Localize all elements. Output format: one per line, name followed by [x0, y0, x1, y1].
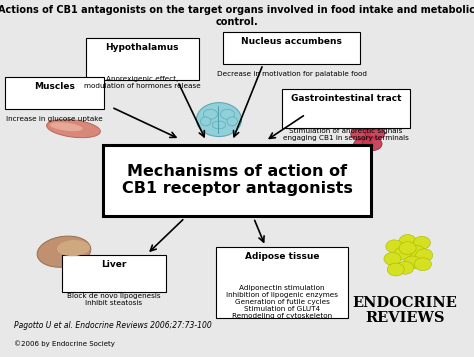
FancyBboxPatch shape — [282, 90, 410, 129]
Text: Pagotto U et al. Endocrine Reviews 2006;27:73-100: Pagotto U et al. Endocrine Reviews 2006;… — [14, 321, 212, 330]
Text: Mechanisms of action of
CB1 receptor antagonists: Mechanisms of action of CB1 receptor ant… — [121, 164, 353, 196]
FancyBboxPatch shape — [103, 145, 371, 216]
Ellipse shape — [353, 116, 373, 130]
Text: Block de novo lipogenesis
Inhibit steatosis: Block de novo lipogenesis Inhibit steato… — [67, 293, 161, 306]
Ellipse shape — [203, 109, 218, 119]
Circle shape — [413, 236, 430, 249]
Text: Nucleus accumbens: Nucleus accumbens — [241, 37, 342, 46]
Ellipse shape — [37, 236, 91, 267]
Text: Adiponectin stimulation
Inhibition of lipogenic enzymes
Generation of futile cyc: Adiponectin stimulation Inhibition of li… — [226, 285, 338, 319]
Ellipse shape — [201, 117, 211, 126]
Circle shape — [404, 256, 421, 269]
Text: Decrease in motivation for palatable food: Decrease in motivation for palatable foo… — [217, 71, 366, 77]
Circle shape — [414, 258, 431, 271]
Ellipse shape — [50, 122, 83, 131]
Text: Muscles: Muscles — [34, 82, 75, 91]
Text: Gastrointestinal tract: Gastrointestinal tract — [291, 95, 401, 104]
FancyBboxPatch shape — [5, 77, 104, 109]
Circle shape — [387, 263, 404, 276]
Ellipse shape — [354, 138, 374, 151]
Text: Anorexigenic effect,
modulation of hormones release: Anorexigenic effect, modulation of hormo… — [84, 76, 201, 89]
Ellipse shape — [196, 103, 241, 137]
Ellipse shape — [365, 126, 385, 140]
Circle shape — [397, 261, 414, 274]
FancyBboxPatch shape — [62, 255, 166, 292]
Text: Hypothalamus: Hypothalamus — [105, 43, 179, 52]
Ellipse shape — [220, 109, 235, 119]
Circle shape — [416, 249, 433, 262]
Text: Increase in glucose uptake: Increase in glucose uptake — [6, 116, 103, 122]
Ellipse shape — [57, 240, 90, 256]
Text: ENDOCRINE
REVIEWS: ENDOCRINE REVIEWS — [353, 296, 458, 325]
Text: Adipose tissue: Adipose tissue — [245, 251, 319, 261]
FancyBboxPatch shape — [85, 38, 199, 80]
Circle shape — [408, 245, 425, 258]
FancyBboxPatch shape — [223, 32, 360, 64]
Text: Stimulation of anorectic signals
engaging CB1 in sensory terminals: Stimulation of anorectic signals engagin… — [283, 128, 409, 141]
Circle shape — [399, 235, 416, 247]
Ellipse shape — [46, 119, 100, 138]
Ellipse shape — [351, 127, 371, 141]
Ellipse shape — [363, 117, 383, 131]
Text: Liver: Liver — [101, 260, 127, 268]
Circle shape — [386, 240, 403, 253]
Circle shape — [394, 247, 411, 260]
Ellipse shape — [227, 117, 237, 126]
Circle shape — [384, 252, 401, 265]
Ellipse shape — [212, 121, 226, 129]
Circle shape — [399, 242, 416, 255]
Text: Actions of CB1 antagonists on the target organs involved in food intake and meta: Actions of CB1 antagonists on the target… — [0, 5, 474, 27]
FancyBboxPatch shape — [216, 246, 348, 318]
Text: ©2006 by Endocrine Society: ©2006 by Endocrine Society — [14, 340, 115, 347]
Ellipse shape — [362, 137, 382, 151]
